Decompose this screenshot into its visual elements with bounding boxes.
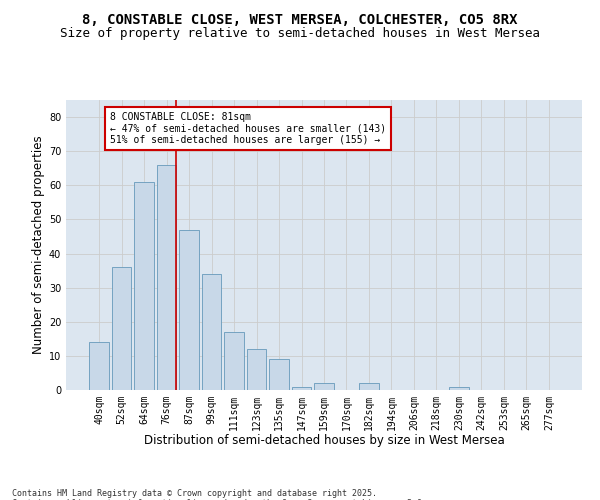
Bar [157,165,176,390]
Text: 8, CONSTABLE CLOSE, WEST MERSEA, COLCHESTER, CO5 8RX: 8, CONSTABLE CLOSE, WEST MERSEA, COLCHES… [82,12,518,26]
Y-axis label: Number of semi-detached properties: Number of semi-detached properties [32,136,44,354]
X-axis label: Distribution of semi-detached houses by size in West Mersea: Distribution of semi-detached houses by … [143,434,505,448]
Bar [179,230,199,390]
Bar [247,349,266,390]
Bar [134,182,154,390]
Text: Size of property relative to semi-detached houses in West Mersea: Size of property relative to semi-detach… [60,28,540,40]
Bar [202,274,221,390]
Bar [449,386,469,390]
Bar [314,383,334,390]
Text: 8 CONSTABLE CLOSE: 81sqm
← 47% of semi-detached houses are smaller (143)
51% of : 8 CONSTABLE CLOSE: 81sqm ← 47% of semi-d… [110,112,386,145]
Bar [89,342,109,390]
Bar [224,332,244,390]
Bar [359,383,379,390]
Text: Contains HM Land Registry data © Crown copyright and database right 2025.: Contains HM Land Registry data © Crown c… [12,488,377,498]
Bar [269,360,289,390]
Bar [112,267,131,390]
Text: Contains public sector information licensed under the Open Government Licence v3: Contains public sector information licen… [12,498,427,500]
Bar [292,386,311,390]
